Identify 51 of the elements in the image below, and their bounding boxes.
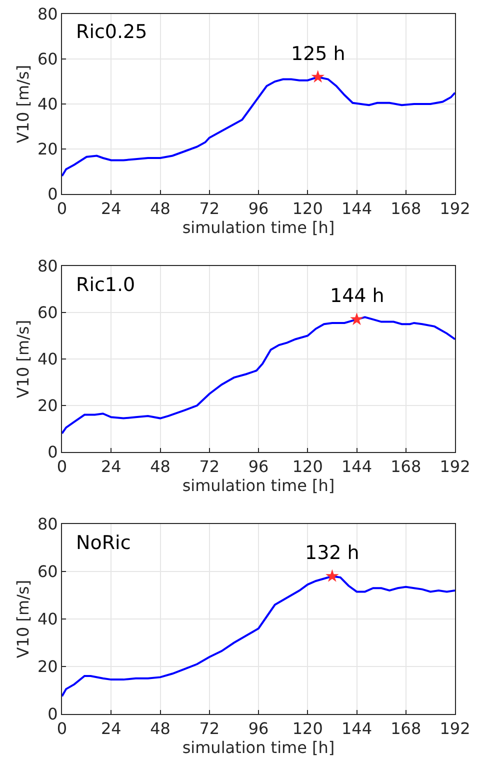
y-tick-label: 0 <box>48 184 58 204</box>
y-tick-label: 0 <box>48 442 58 462</box>
y-tick-label: 20 <box>37 657 58 676</box>
y-axis-title: V10 [m/s] <box>13 64 32 144</box>
y-tick-label: 40 <box>37 350 58 369</box>
x-tick-label: 48 <box>150 457 170 476</box>
annotation: 125 h <box>291 43 346 65</box>
y-tick-label: 80 <box>37 514 58 534</box>
y-tick-label: 80 <box>37 4 58 24</box>
y-tick-label: 0 <box>48 704 58 724</box>
y-tick-label: 40 <box>37 94 58 114</box>
y-tick-label: 20 <box>37 396 58 416</box>
y-tick-label: 40 <box>37 610 58 629</box>
annotation: 132 h <box>305 542 360 564</box>
x-tick-label: 72 <box>199 719 220 738</box>
y-tick-label: 20 <box>37 140 58 159</box>
x-tick-label: 72 <box>199 199 220 218</box>
x-tick-label: 168 <box>390 457 422 476</box>
annotation: Ric1.0 <box>76 274 136 296</box>
x-tick-label: 24 <box>100 199 122 218</box>
x-tick-label: 168 <box>390 719 422 738</box>
y-tick-label: 60 <box>37 303 58 322</box>
x-tick-label: 72 <box>199 457 220 476</box>
x-tick-label: 48 <box>150 719 170 738</box>
x-tick-label: 120 <box>292 719 323 738</box>
y-tick-label: 80 <box>37 256 58 276</box>
annotation: NoRic <box>76 532 131 554</box>
x-tick-label: 192 <box>440 457 470 476</box>
x-tick-label: 96 <box>248 457 269 476</box>
x-tick-label: 192 <box>440 199 470 218</box>
x-tick-label: 120 <box>292 457 323 476</box>
y-tick-label: 60 <box>37 562 58 582</box>
x-axis-title: simulation time [h] <box>182 218 335 238</box>
y-tick-label: 60 <box>37 50 58 69</box>
y-axis-title: V10 [m/s] <box>13 320 32 398</box>
x-tick-label: 192 <box>440 719 470 738</box>
x-tick-label: 96 <box>248 199 269 218</box>
annotation: 144 h <box>330 285 384 307</box>
x-axis-title: simulation time [h] <box>182 476 335 496</box>
x-axis-title: simulation time [h] <box>182 738 335 758</box>
x-tick-label: 24 <box>100 719 122 738</box>
annotation: Ric0.25 <box>76 21 148 43</box>
x-tick-label: 168 <box>390 199 422 218</box>
x-tick-label: 48 <box>150 199 170 218</box>
x-tick-label: 120 <box>292 199 323 218</box>
y-axis-title: V10 [m/s] <box>13 580 32 658</box>
x-tick-label: 144 <box>341 457 372 476</box>
x-tick-label: 96 <box>248 719 269 738</box>
x-tick-label: 144 <box>341 719 372 738</box>
x-tick-label: 144 <box>341 199 372 218</box>
x-tick-label: 24 <box>100 457 122 476</box>
